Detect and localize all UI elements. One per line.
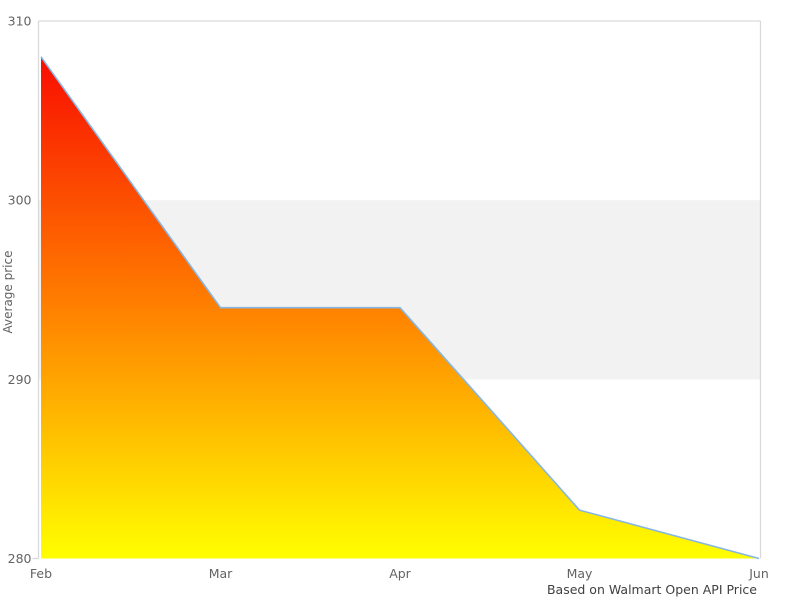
y-axis-tick-labels: 280 290 300 310 [8,14,32,567]
x-tick-label-mar: Mar [209,566,233,581]
x-axis-tick-labels: Feb Mar Apr May Jun [30,566,769,581]
y-tick-label-300: 300 [8,193,32,208]
y-tick-label-280: 280 [8,551,32,566]
chart-caption: Based on Walmart Open API Price [547,582,757,597]
x-tick-label-apr: Apr [389,566,411,581]
x-tick-label-may: May [567,566,593,581]
x-tick-label-jun: Jun [748,566,769,581]
y-axis-title: Average price [1,251,15,334]
y-tick-label-290: 290 [8,372,32,387]
y-tick-label-310: 310 [8,14,32,29]
area-series-line [40,56,760,560]
x-tick-label-feb: Feb [30,566,52,581]
area-series-fill [41,56,759,559]
plot-borders [32,20,762,560]
